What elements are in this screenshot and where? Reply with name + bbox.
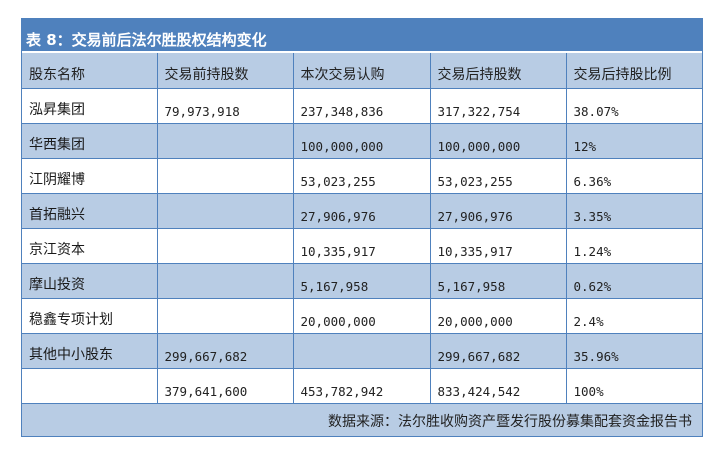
shares-after: 317,322,754 <box>429 87 567 124</box>
table-title: 表 8：交易前后法尔胜股权结构变化 <box>22 19 702 53</box>
ratio-after: 12% <box>565 122 702 159</box>
shareholder-name: 稳鑫专项计划 <box>22 297 158 334</box>
shares-before <box>156 227 294 264</box>
shares-after-total: 833,424,542 <box>429 367 567 404</box>
shares-before-total: 379,641,600 <box>156 367 294 404</box>
shares-before <box>156 262 294 299</box>
shares-after: 299,667,682 <box>429 332 567 369</box>
shareholder-name: 江阴耀博 <box>22 157 158 194</box>
shares-after: 10,335,917 <box>429 227 567 264</box>
table-row: 摩山投资 5,167,958 5,167,958 0.62% <box>22 262 702 299</box>
subscription <box>292 332 431 369</box>
ratio-after: 35.96% <box>565 332 702 369</box>
ratio-after: 6.36% <box>565 157 702 194</box>
data-source-note: 数据来源：法尔胜收购资产暨发行股份募集配套资金报告书 <box>22 403 702 436</box>
subscription: 20,000,000 <box>292 297 431 334</box>
table-row: 首拓融兴 27,906,976 27,906,976 3.35% <box>22 192 702 229</box>
ratio-after-total: 100% <box>565 367 702 404</box>
shareholder-name: 首拓融兴 <box>22 192 158 229</box>
table-row: 江阴耀博 53,023,255 53,023,255 6.36% <box>22 157 702 194</box>
header-ratio-after: 交易后持股比例 <box>565 53 702 89</box>
subscription: 27,906,976 <box>292 192 431 229</box>
shares-after: 100,000,000 <box>429 122 567 159</box>
shareholder-name <box>22 367 158 404</box>
shares-before <box>156 157 294 194</box>
ratio-after: 1.24% <box>565 227 702 264</box>
subscription: 237,348,836 <box>292 87 431 124</box>
table-row: 华西集团 100,000,000 100,000,000 12% <box>22 122 702 159</box>
ratio-after: 2.4% <box>565 297 702 334</box>
shares-before: 79,973,918 <box>156 87 294 124</box>
shares-after: 27,906,976 <box>429 192 567 229</box>
header-row: 股东名称 交易前持股数 本次交易认购 交易后持股数 交易后持股比例 <box>22 53 702 89</box>
shares-after: 5,167,958 <box>429 262 567 299</box>
shares-before <box>156 122 294 159</box>
total-row: 379,641,600 453,782,942 833,424,542 100% <box>22 367 702 404</box>
ratio-after: 3.35% <box>565 192 702 229</box>
table-row: 稳鑫专项计划 20,000,000 20,000,000 2.4% <box>22 297 702 334</box>
table-row: 京江资本 10,335,917 10,335,917 1.24% <box>22 227 702 264</box>
shares-after: 53,023,255 <box>429 157 567 194</box>
shareholder-name: 京江资本 <box>22 227 158 264</box>
shares-before <box>156 192 294 229</box>
shareholder-name: 华西集团 <box>22 122 158 159</box>
shares-before <box>156 297 294 334</box>
shareholding-table: 股东名称 交易前持股数 本次交易认购 交易后持股数 交易后持股比例 泓昇集团 7… <box>22 53 702 404</box>
subscription: 10,335,917 <box>292 227 431 264</box>
header-subscription: 本次交易认购 <box>292 53 431 89</box>
table-row: 泓昇集团 79,973,918 237,348,836 317,322,754 … <box>22 87 702 124</box>
subscription-total: 453,782,942 <box>292 367 431 404</box>
shares-before: 299,667,682 <box>156 332 294 369</box>
ratio-after: 38.07% <box>565 87 702 124</box>
shareholder-name: 摩山投资 <box>22 262 158 299</box>
shareholding-structure-table-figure: 表 8：交易前后法尔胜股权结构变化 股东名称 交易前持股数 本次交易认购 交易后… <box>21 18 703 437</box>
header-shareholder-name: 股东名称 <box>22 53 158 89</box>
header-shares-after: 交易后持股数 <box>429 53 567 89</box>
subscription: 100,000,000 <box>292 122 431 159</box>
table-row: 其他中小股东 299,667,682 299,667,682 35.96% <box>22 332 702 369</box>
shareholder-name: 其他中小股东 <box>22 332 158 369</box>
header-shares-before: 交易前持股数 <box>156 53 294 89</box>
subscription: 53,023,255 <box>292 157 431 194</box>
subscription: 5,167,958 <box>292 262 431 299</box>
shareholder-name: 泓昇集团 <box>22 87 158 124</box>
shares-after: 20,000,000 <box>429 297 567 334</box>
ratio-after: 0.62% <box>565 262 702 299</box>
